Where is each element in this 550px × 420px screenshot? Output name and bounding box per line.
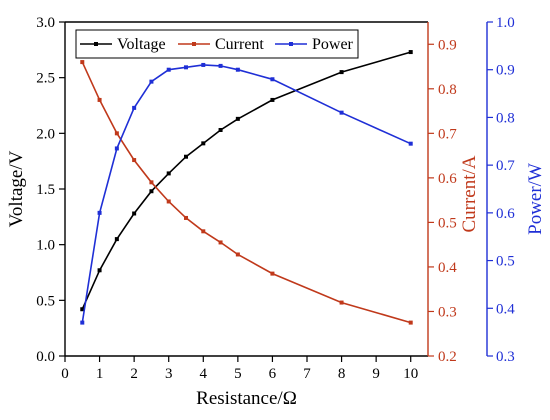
voltage-data-point	[166, 171, 171, 176]
current-tick-label: 0.2	[438, 349, 457, 365]
power-data-point	[114, 146, 119, 151]
current-data-point	[166, 199, 171, 204]
power-data-point	[339, 110, 344, 115]
legend-box	[75, 29, 359, 59]
current-data-point	[270, 271, 275, 276]
x-tick-label: 2	[130, 366, 138, 382]
voltage-data-point	[132, 211, 137, 216]
power-legend-label: Power	[312, 36, 354, 53]
power-data-point	[235, 67, 240, 72]
voltage-legend-marker	[94, 42, 98, 46]
current-data-point	[408, 320, 413, 325]
power-data-point	[80, 320, 85, 325]
current-data-point	[114, 131, 119, 136]
power-tick-label: 0.8	[496, 110, 515, 126]
current-tick-label: 0.6	[438, 171, 457, 187]
current-data-point	[235, 252, 240, 257]
voltage-data-point	[149, 189, 154, 194]
x-tick-label: 6	[269, 366, 277, 382]
voltage-data-point	[201, 141, 206, 146]
voltage-tick-label: 3.0	[36, 15, 55, 31]
voltage-data-point	[218, 127, 223, 132]
x-tick-label: 4	[200, 366, 208, 382]
voltage-series-line	[81, 51, 411, 310]
voltage-data-point	[80, 307, 85, 312]
voltage-tick-label: 1.0	[36, 238, 55, 254]
power-data-point	[408, 141, 413, 146]
power-tick-label: 0.6	[496, 206, 515, 222]
power-axis-title: Power/W	[525, 163, 546, 235]
power-tick-label: 0.9	[496, 63, 515, 79]
current-legend-label: Current	[215, 36, 264, 53]
current-legend-marker	[192, 42, 196, 46]
power-data-point	[149, 79, 154, 84]
power-data-point	[270, 77, 275, 82]
power-tick-label: 0.3	[496, 349, 515, 365]
x-tick-label: 1	[96, 366, 104, 382]
current-data-point	[184, 215, 188, 220]
power-data-point	[166, 67, 171, 72]
current-data-point	[97, 97, 102, 102]
voltage-data-point	[270, 97, 275, 102]
power-tick-label: 0.4	[496, 301, 515, 317]
power-series-line	[81, 64, 412, 323]
x-tick-label: 7	[303, 366, 311, 382]
current-tick-label: 0.9	[438, 37, 457, 53]
x-tick-label: 5	[234, 366, 242, 382]
x-tick-label: 9	[372, 366, 380, 382]
power-legend-marker	[289, 42, 293, 46]
x-axis-title: Resistance/Ω	[196, 388, 297, 409]
current-tick-label: 0.3	[438, 304, 457, 320]
current-data-point	[149, 180, 154, 185]
current-tick-label: 0.8	[438, 82, 457, 98]
current-tick-label: 0.5	[438, 215, 457, 231]
voltage-tick-label: 2.0	[36, 126, 55, 142]
current-data-point	[132, 158, 137, 163]
current-data-point	[339, 300, 344, 305]
voltage-data-point	[339, 70, 344, 75]
voltage-legend-label: Voltage	[117, 36, 166, 53]
power-data-point	[218, 63, 223, 68]
x-tick-label: 0	[61, 366, 69, 382]
voltage-tick-label: 2.5	[36, 71, 55, 87]
power-data-point	[97, 210, 102, 215]
power-data-point	[132, 105, 137, 110]
current-axis-title: Current/A	[459, 155, 480, 232]
power-tick-label: 0.7	[496, 158, 515, 174]
voltage-data-point	[97, 268, 102, 273]
voltage-data-point	[235, 116, 240, 121]
power-tick-label: 0.5	[496, 254, 515, 270]
current-tick-label: 0.7	[438, 126, 457, 142]
power-tick-label: 1.0	[496, 15, 515, 31]
voltage-data-point	[184, 154, 188, 159]
voltage-tick-label: 0.0	[36, 349, 55, 365]
x-tick-label: 3	[165, 366, 173, 382]
current-data-point	[80, 60, 85, 65]
voltage-data-point	[408, 50, 413, 55]
current-tick-label: 0.4	[438, 260, 457, 276]
power-data-point	[184, 65, 188, 70]
current-series-line	[81, 61, 411, 324]
voltage-axis-title: Voltage/V	[6, 150, 27, 227]
power-data-point	[201, 62, 206, 67]
voltage-tick-label: 1.5	[36, 182, 55, 198]
x-tick-label: 10	[403, 366, 418, 382]
current-data-point	[218, 240, 223, 245]
voltage-tick-label: 0.5	[36, 293, 55, 309]
x-tick-label: 8	[338, 366, 346, 382]
voltage-data-point	[114, 237, 119, 242]
current-data-point	[201, 229, 206, 234]
